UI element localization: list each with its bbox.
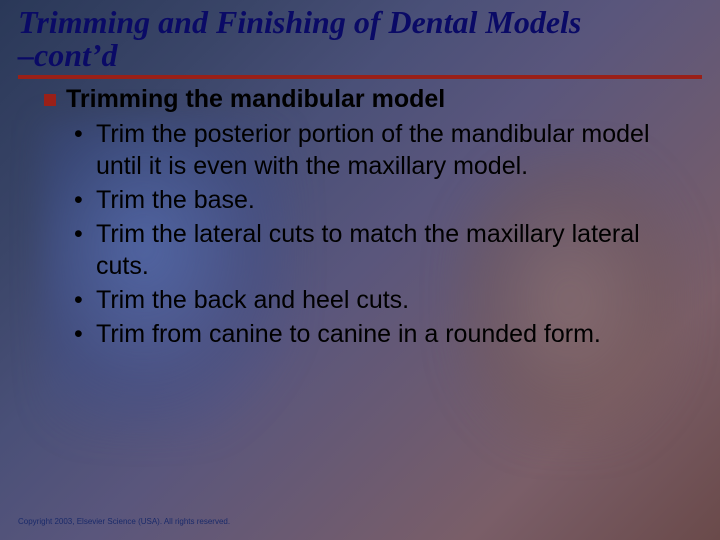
list-item: Trim the lateral cuts to match the maxil… bbox=[74, 218, 690, 282]
list-item: Trim from canine to canine in a rounded … bbox=[74, 318, 690, 350]
section-heading: Trimming the mandibular model bbox=[66, 85, 445, 114]
slide-title-line1: Trimming and Finishing of Dental Models bbox=[18, 4, 581, 40]
section-row: Trimming the mandibular model bbox=[44, 85, 690, 114]
slide-title: Trimming and Finishing of Dental Models … bbox=[18, 6, 702, 71]
list-item: Trim the back and heel cuts. bbox=[74, 284, 690, 316]
list-item: Trim the posterior portion of the mandib… bbox=[74, 118, 690, 182]
square-bullet-icon bbox=[44, 94, 56, 106]
slide-title-block: Trimming and Finishing of Dental Models … bbox=[0, 0, 720, 73]
slide-title-line2: –cont’d bbox=[18, 37, 118, 73]
content-area: Trimming the mandibular model Trim the p… bbox=[0, 79, 720, 350]
bullet-list: Trim the posterior portion of the mandib… bbox=[44, 118, 690, 350]
list-item: Trim the base. bbox=[74, 184, 690, 216]
copyright-text: Copyright 2003, Elsevier Science (USA). … bbox=[18, 517, 230, 526]
